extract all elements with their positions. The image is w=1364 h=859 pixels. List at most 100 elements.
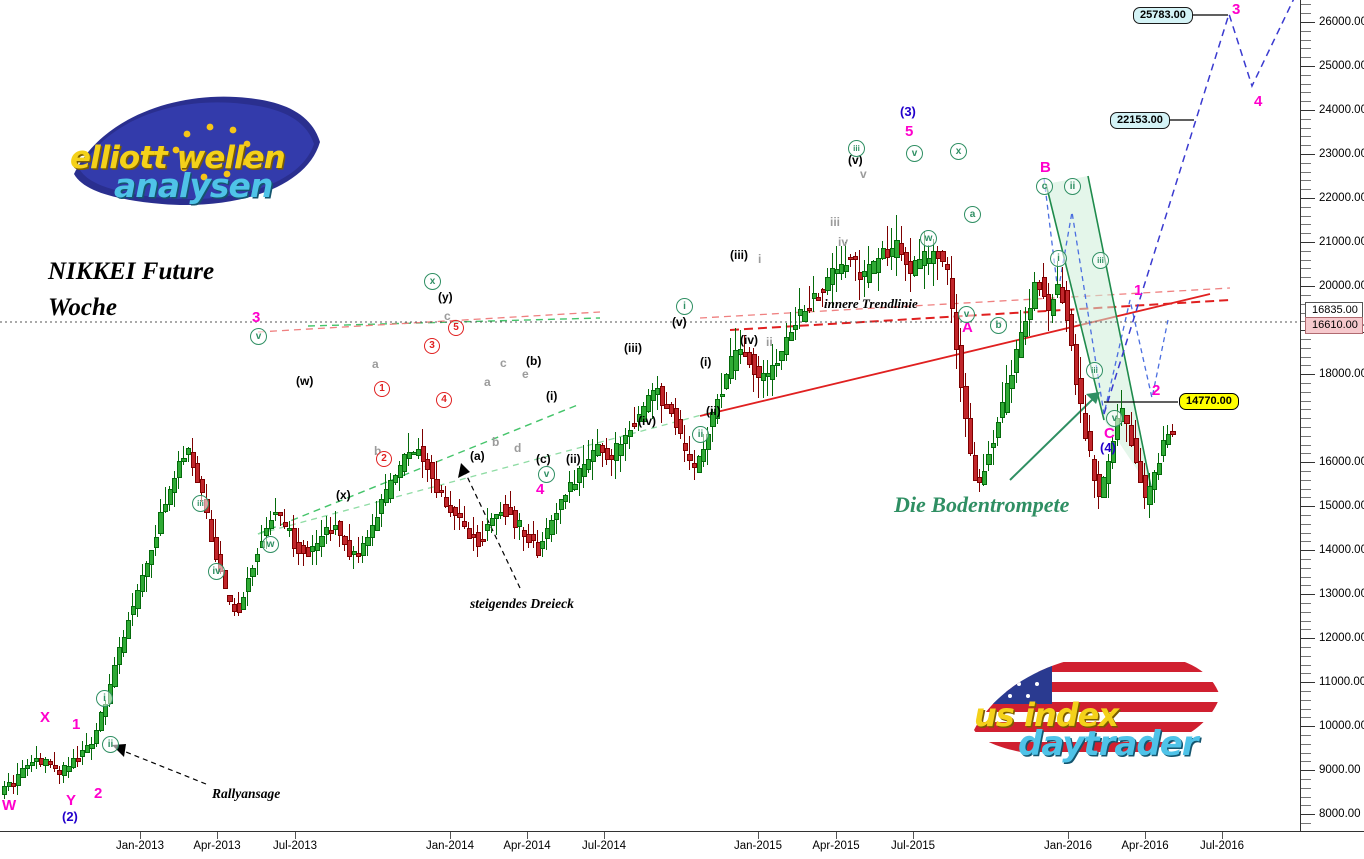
candle-body	[153, 536, 159, 549]
date-tick-label: Jan-2014	[426, 840, 474, 852]
date-tick-label: Jan-2013	[116, 840, 164, 852]
candle-wick	[721, 372, 723, 408]
circled-wave-label: ii	[692, 426, 709, 443]
bodentrompete-arrow-head	[1086, 392, 1100, 404]
wave-label: (ii)	[706, 404, 721, 418]
price-minor-tick	[1301, 118, 1311, 120]
candle-wick	[21, 759, 23, 776]
circled-wave-label: a	[964, 206, 981, 223]
price-tick	[1301, 682, 1315, 684]
wave-label: C	[1104, 425, 1115, 442]
date-tick-label: Apr-2016	[1121, 840, 1169, 852]
circled-wave-label: ii	[102, 736, 119, 753]
circled-wave-label: v	[1106, 410, 1123, 427]
candle-wick	[863, 260, 865, 297]
candle-body	[434, 479, 440, 494]
candle-wick	[822, 287, 824, 307]
candle-body	[1092, 458, 1098, 481]
circled-wave-label: v	[250, 328, 267, 345]
chart-plot-area[interactable]: W X Y 1 2 (2) 3 (w) (x) (y) c a b (a) a b c d e (b) (c) (i) (i…	[0, 0, 1300, 831]
candle-wick	[808, 286, 810, 314]
price-tick	[1301, 770, 1315, 772]
candle-wick	[596, 428, 598, 458]
circled-wave-label: 2	[376, 451, 392, 467]
circled-wave-label: c	[1036, 178, 1053, 195]
price-tick	[1301, 110, 1315, 112]
wave-label: 5	[905, 123, 914, 140]
channel-right-line	[1087, 175, 1153, 493]
date-tick	[217, 832, 218, 839]
date-tick-label: Apr-2014	[503, 840, 551, 852]
price-minor-tick	[1301, 215, 1311, 217]
wave-label: v	[860, 167, 867, 181]
candle-body	[678, 419, 684, 435]
candle-body	[1069, 314, 1075, 346]
price-minor-tick	[1301, 250, 1311, 252]
wave-label: (w)	[296, 374, 314, 388]
date-tick	[836, 832, 837, 839]
price-minor-tick	[1301, 391, 1311, 393]
wave-label: (v)	[848, 153, 863, 167]
wave-label: (iv)	[638, 414, 656, 428]
price-minor-tick	[1301, 761, 1311, 763]
logo-us-line2: daytrader	[1018, 724, 1199, 764]
candle-wick	[54, 752, 56, 773]
price-tick-label: 13000.00	[1319, 588, 1364, 601]
price-minor-tick	[1301, 699, 1311, 701]
candle-body	[443, 496, 449, 507]
candle-body	[843, 265, 849, 272]
candle-body	[370, 524, 376, 538]
candle-body	[1032, 281, 1038, 310]
candle-wick	[983, 454, 985, 486]
candle-body	[641, 406, 647, 422]
candle-wick	[587, 440, 589, 473]
candle-body	[581, 463, 587, 477]
candle-body	[388, 479, 394, 499]
page-title: NIKKEI Future	[48, 258, 215, 285]
price-minor-tick	[1301, 444, 1311, 446]
price-minor-tick	[1301, 382, 1311, 384]
wave-label: b	[374, 444, 382, 458]
candle-wick	[58, 766, 60, 784]
price-target-high-flag[interactable]: 25783.00	[1133, 7, 1193, 24]
price-axis[interactable]: 26000.00 25000.00 24000.00 23000.00 22000.00…	[1300, 0, 1364, 831]
price-minor-tick	[1301, 206, 1311, 208]
price-minor-tick	[1301, 57, 1311, 59]
candle-body	[167, 488, 173, 506]
candle-body	[20, 768, 26, 778]
price-minor-tick	[1301, 514, 1311, 516]
candle-body	[991, 442, 997, 449]
candle-body	[724, 374, 730, 390]
price-tick-label: 18000.00	[1319, 368, 1364, 381]
price-target-mid-flag[interactable]: 22153.00	[1110, 112, 1170, 129]
candle-body	[774, 362, 780, 367]
candle-body	[402, 454, 408, 473]
price-tick-label: 21000.00	[1319, 236, 1364, 249]
wave-label: (x)	[336, 488, 351, 502]
candle-wick	[35, 745, 37, 770]
eu-flag-graphic	[74, 96, 320, 206]
candle-body	[1064, 289, 1070, 321]
candle-body	[903, 252, 909, 266]
logo-elliott-wellen-analysen: elliott wellen analysen	[62, 82, 332, 210]
wave-label: X	[40, 709, 51, 726]
candle-wick	[688, 436, 690, 471]
candle-wick	[353, 545, 355, 570]
wave-label: 3	[1232, 1, 1241, 18]
candle-wick	[463, 506, 465, 530]
candle-body	[172, 478, 178, 493]
price-target-low-flag[interactable]: 14770.00	[1179, 393, 1239, 410]
candle-wick	[573, 470, 575, 492]
date-axis[interactable]: Jan-2013 Apr-2013 Jul-2013 Jan-2014 Apr-2014…	[0, 831, 1364, 859]
candle-body	[715, 399, 721, 419]
price-tick	[1301, 814, 1315, 816]
date-tick	[295, 832, 296, 839]
price-minor-tick	[1301, 48, 1311, 50]
wave-label: (v)	[672, 315, 687, 329]
candle-body	[899, 243, 905, 256]
price-minor-tick	[1301, 233, 1311, 235]
triangle-lower-line	[257, 403, 581, 535]
candle-body	[521, 529, 527, 537]
candle-body	[29, 761, 35, 767]
candle-body	[733, 349, 739, 371]
